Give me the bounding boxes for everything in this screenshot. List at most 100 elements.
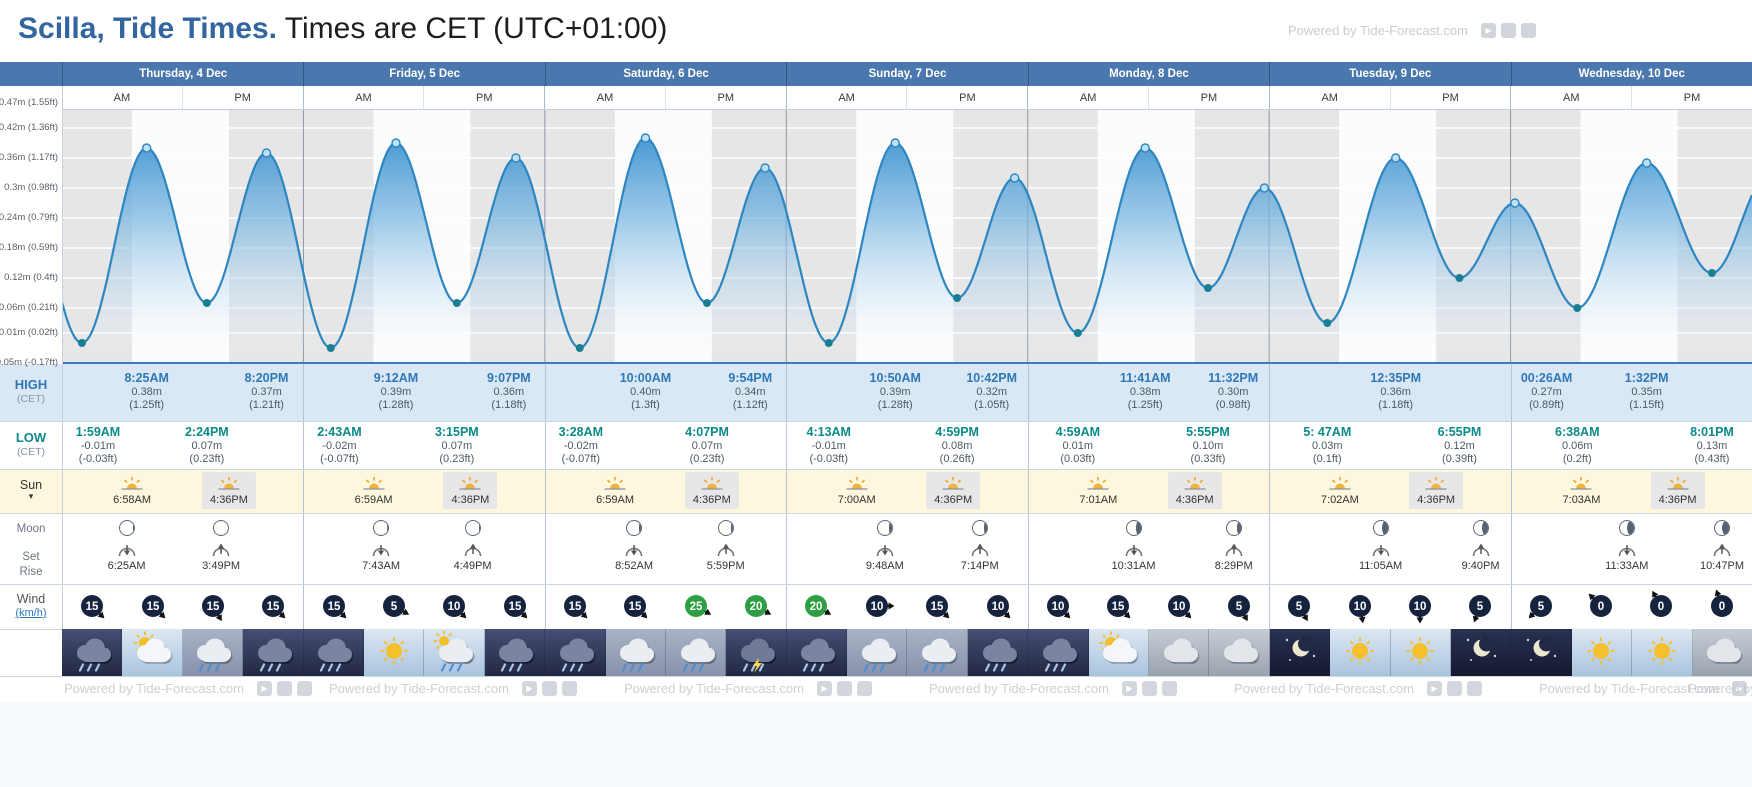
high-tide-time: 11:41AM: [1119, 371, 1171, 385]
high-tide-time: 9:54PM: [728, 371, 773, 385]
watermark-bottom[interactable]: Powered by Tide-Forecast.com ▶: [624, 680, 872, 697]
weather-tile-rain-day-icon: [665, 629, 727, 676]
social-icon[interactable]: [561, 681, 577, 697]
watermark-link[interactable]: Powered by Tide-Forecast.com: [1688, 680, 1752, 696]
watermark-bottom[interactable]: Powered by Tide-Forecast.com ▶: [329, 680, 577, 697]
moon-rise-time: 5:59PM: [706, 560, 745, 572]
pm-header: PM: [1149, 86, 1270, 109]
watermark-bottom[interactable]: Powered by Tide-Forecast.com▶: [1539, 680, 1752, 697]
low-tide-height-ft: (0.2ft): [1562, 453, 1592, 465]
wind-badge: 10: [859, 588, 895, 624]
watermark-bottom[interactable]: Powered by Tide-Forecast.com ▶: [64, 680, 312, 697]
low-tide-time: 4:59AM: [1055, 425, 1101, 439]
moon-set-time: 7:43AM: [362, 560, 401, 572]
svg-text:5: 5: [1296, 601, 1303, 613]
moon-rise-time: 9:40PM: [1461, 560, 1500, 572]
wind-badge: 0: [1704, 588, 1740, 624]
moon-rise-icon: [970, 542, 990, 557]
low-tide-height-ft: (0.1ft): [1312, 453, 1342, 465]
play-icon[interactable]: ▶: [256, 681, 272, 697]
social-icon[interactable]: [1466, 681, 1482, 697]
high-tide-height-m: 0.39m: [879, 385, 911, 398]
social-icon[interactable]: [296, 681, 312, 697]
watermark-bottom[interactable]: Powered by Tide-Forecast.com▶: [1688, 680, 1752, 696]
play-icon[interactable]: ▶: [1121, 681, 1137, 697]
sunset-time: 4:36PM: [1417, 494, 1456, 506]
social-icon[interactable]: [541, 681, 557, 697]
sunset-time: 4:36PM: [1658, 494, 1697, 506]
svg-text:15: 15: [206, 601, 219, 613]
pm-header: PM: [907, 86, 1029, 109]
row-separator: [0, 421, 1752, 422]
social-icon[interactable]: [1500, 23, 1516, 39]
watermark-link[interactable]: Powered by Tide-Forecast.com: [329, 680, 509, 696]
sunset-group: 4:36PM: [442, 475, 498, 506]
social-icon[interactable]: [836, 681, 852, 697]
moon-phase-icon: [1125, 520, 1142, 536]
weather-tile-rain-night-icon: [484, 629, 546, 676]
high-tide-time: 8:20PM: [244, 371, 289, 385]
low-tide-entry: 5:55PM 0.10m (0.33ft): [1172, 425, 1244, 467]
watermark-bottom[interactable]: Powered by Tide-Forecast.com ▶: [1234, 680, 1482, 697]
day-separator: [303, 364, 305, 676]
social-icon[interactable]: [1520, 23, 1536, 39]
social-icon[interactable]: [1141, 681, 1157, 697]
svg-text:10: 10: [1353, 601, 1366, 613]
row-separator: [0, 584, 1752, 585]
svg-text:20: 20: [810, 601, 823, 613]
wind-badge: 0: [1583, 588, 1619, 624]
weather-tile-partly-sunny-icon: [122, 629, 183, 676]
y-axis-label: 0.24m (0.79ft): [0, 212, 58, 223]
moon-set-icon: [1124, 542, 1144, 557]
wind-badge: 15: [195, 588, 231, 624]
sunrise-icon: [829, 475, 885, 492]
watermark-top: Powered by Tide-Forecast.com ▶: [1288, 22, 1536, 39]
play-icon[interactable]: ▶: [1480, 23, 1496, 39]
low-tide-height-m: -0.02m: [322, 439, 357, 452]
wind-badge: 10: [1342, 588, 1378, 624]
day-header-row: Thursday, 4 Dec Friday, 5 Dec Saturday, 6 …: [0, 62, 1752, 86]
svg-text:0: 0: [1598, 601, 1604, 613]
moon-phase-icon: [717, 520, 734, 536]
social-icon[interactable]: [1161, 681, 1177, 697]
watermark-link[interactable]: Powered by Tide-Forecast.com: [64, 680, 244, 696]
social-icon[interactable]: [1446, 681, 1462, 697]
play-icon[interactable]: ▶: [1426, 681, 1442, 697]
sunset-time: 4:36PM: [451, 494, 490, 506]
weather-row: [62, 629, 1752, 676]
low-tide-height-m: 0.10m: [1192, 439, 1224, 452]
svg-text:15: 15: [146, 601, 159, 613]
high-tide-height-m: 0.32m: [976, 385, 1007, 398]
low-tide-time: 4:07PM: [685, 425, 729, 439]
high-tide-time: 10:00AM: [619, 371, 672, 385]
watermark-bottom[interactable]: Powered by Tide-Forecast.com ▶: [929, 680, 1177, 697]
low-tide-entry: 4:13AM -0.01m (-0.03ft): [793, 425, 865, 467]
play-icon[interactable]: ▶: [1731, 681, 1747, 697]
low-tide-height-m: 0.12m: [1444, 439, 1475, 452]
low-tide-entry: 4:59AM 0.01m (0.03ft): [1042, 425, 1114, 467]
am-header: AM: [1028, 86, 1150, 109]
watermark-link[interactable]: Powered by Tide-Forecast.com: [1288, 22, 1468, 38]
high-tide-height-m: 0.38m: [131, 385, 162, 398]
high-tide-height-m: 0.38m: [1129, 385, 1161, 398]
high-tide-height-ft: (1.3ft): [631, 399, 660, 411]
watermark-link[interactable]: Powered by Tide-Forecast.com: [1234, 680, 1414, 696]
wind-unit-link[interactable]: (km/h): [15, 607, 47, 619]
sunrise-group: 7:01AM: [1070, 475, 1126, 506]
watermark-link[interactable]: Powered by Tide-Forecast.com: [624, 680, 804, 696]
high-tide-time: 12:35PM: [1370, 371, 1422, 385]
weather-tile-partly-sunny-icon: [1088, 629, 1150, 676]
low-tide-height-m: 0.03m: [1311, 439, 1343, 452]
moon-rise-icon: [1471, 542, 1491, 557]
social-icon[interactable]: [856, 681, 872, 697]
sun-toggle-caret-icon[interactable]: ▾: [28, 491, 34, 501]
wind-badge: 15: [1100, 588, 1136, 624]
play-icon[interactable]: ▶: [816, 681, 832, 697]
play-icon[interactable]: ▶: [521, 681, 537, 697]
high-tide-height-m: 0.36m: [493, 385, 525, 398]
watermark-link[interactable]: Powered by Tide-Forecast.com: [1539, 680, 1719, 696]
weather-tile-rain-night-icon: [1028, 629, 1089, 676]
wind-badge: 15: [919, 588, 955, 624]
watermark-link[interactable]: Powered by Tide-Forecast.com: [929, 680, 1109, 696]
social-icon[interactable]: [276, 681, 292, 697]
